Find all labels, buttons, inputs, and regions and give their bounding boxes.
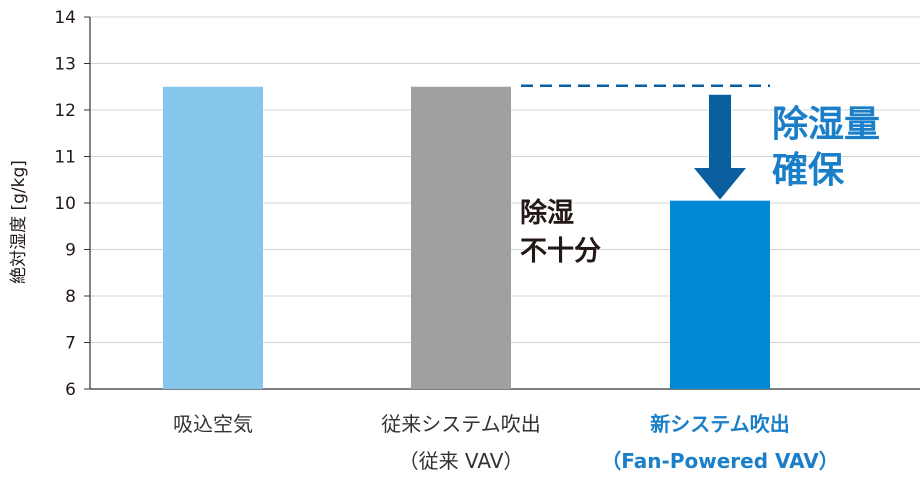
down-arrow-head xyxy=(694,168,746,200)
x-category-sublabel: （Fan-Powered VAV） xyxy=(601,449,838,473)
y-tick-label: 7 xyxy=(65,334,76,354)
annotation-secured-line2: 確保 xyxy=(772,150,845,191)
x-category-label: 従来システム吹出 xyxy=(381,412,540,436)
y-tick-label: 11 xyxy=(54,148,76,168)
annotation-secured-line1: 除湿量 xyxy=(772,104,880,145)
y-axis-label: 絶対湿度 [g/kg] xyxy=(9,160,29,284)
annotation-insufficient-line1: 除湿 xyxy=(520,197,574,229)
y-tick-label: 12 xyxy=(54,101,76,121)
y-tick-label: 6 xyxy=(65,380,76,400)
bar xyxy=(411,86,511,389)
annotation-insufficient-line2: 不十分 xyxy=(520,236,601,267)
y-tick-label: 14 xyxy=(54,8,76,28)
bar xyxy=(163,86,263,389)
x-category-label: 吸込空気 xyxy=(173,412,253,436)
y-tick-label: 13 xyxy=(54,55,76,75)
x-category-label: 新システム吹出 xyxy=(650,412,789,436)
x-category-labels: 吸込空気 従来システム吹出 （従来 VAV） 新システム吹出 （Fan-Powered … xyxy=(173,412,839,473)
y-tick-label: 9 xyxy=(65,241,76,261)
bar xyxy=(670,200,770,389)
y-tick-label: 8 xyxy=(65,287,76,307)
down-arrow-shaft xyxy=(709,94,731,168)
x-category-sublabel: （従来 VAV） xyxy=(399,449,524,473)
y-tick-labels: 6 7 8 9 10 11 12 13 14 xyxy=(54,8,76,400)
bars xyxy=(163,86,770,389)
y-tick-label: 10 xyxy=(54,194,76,214)
